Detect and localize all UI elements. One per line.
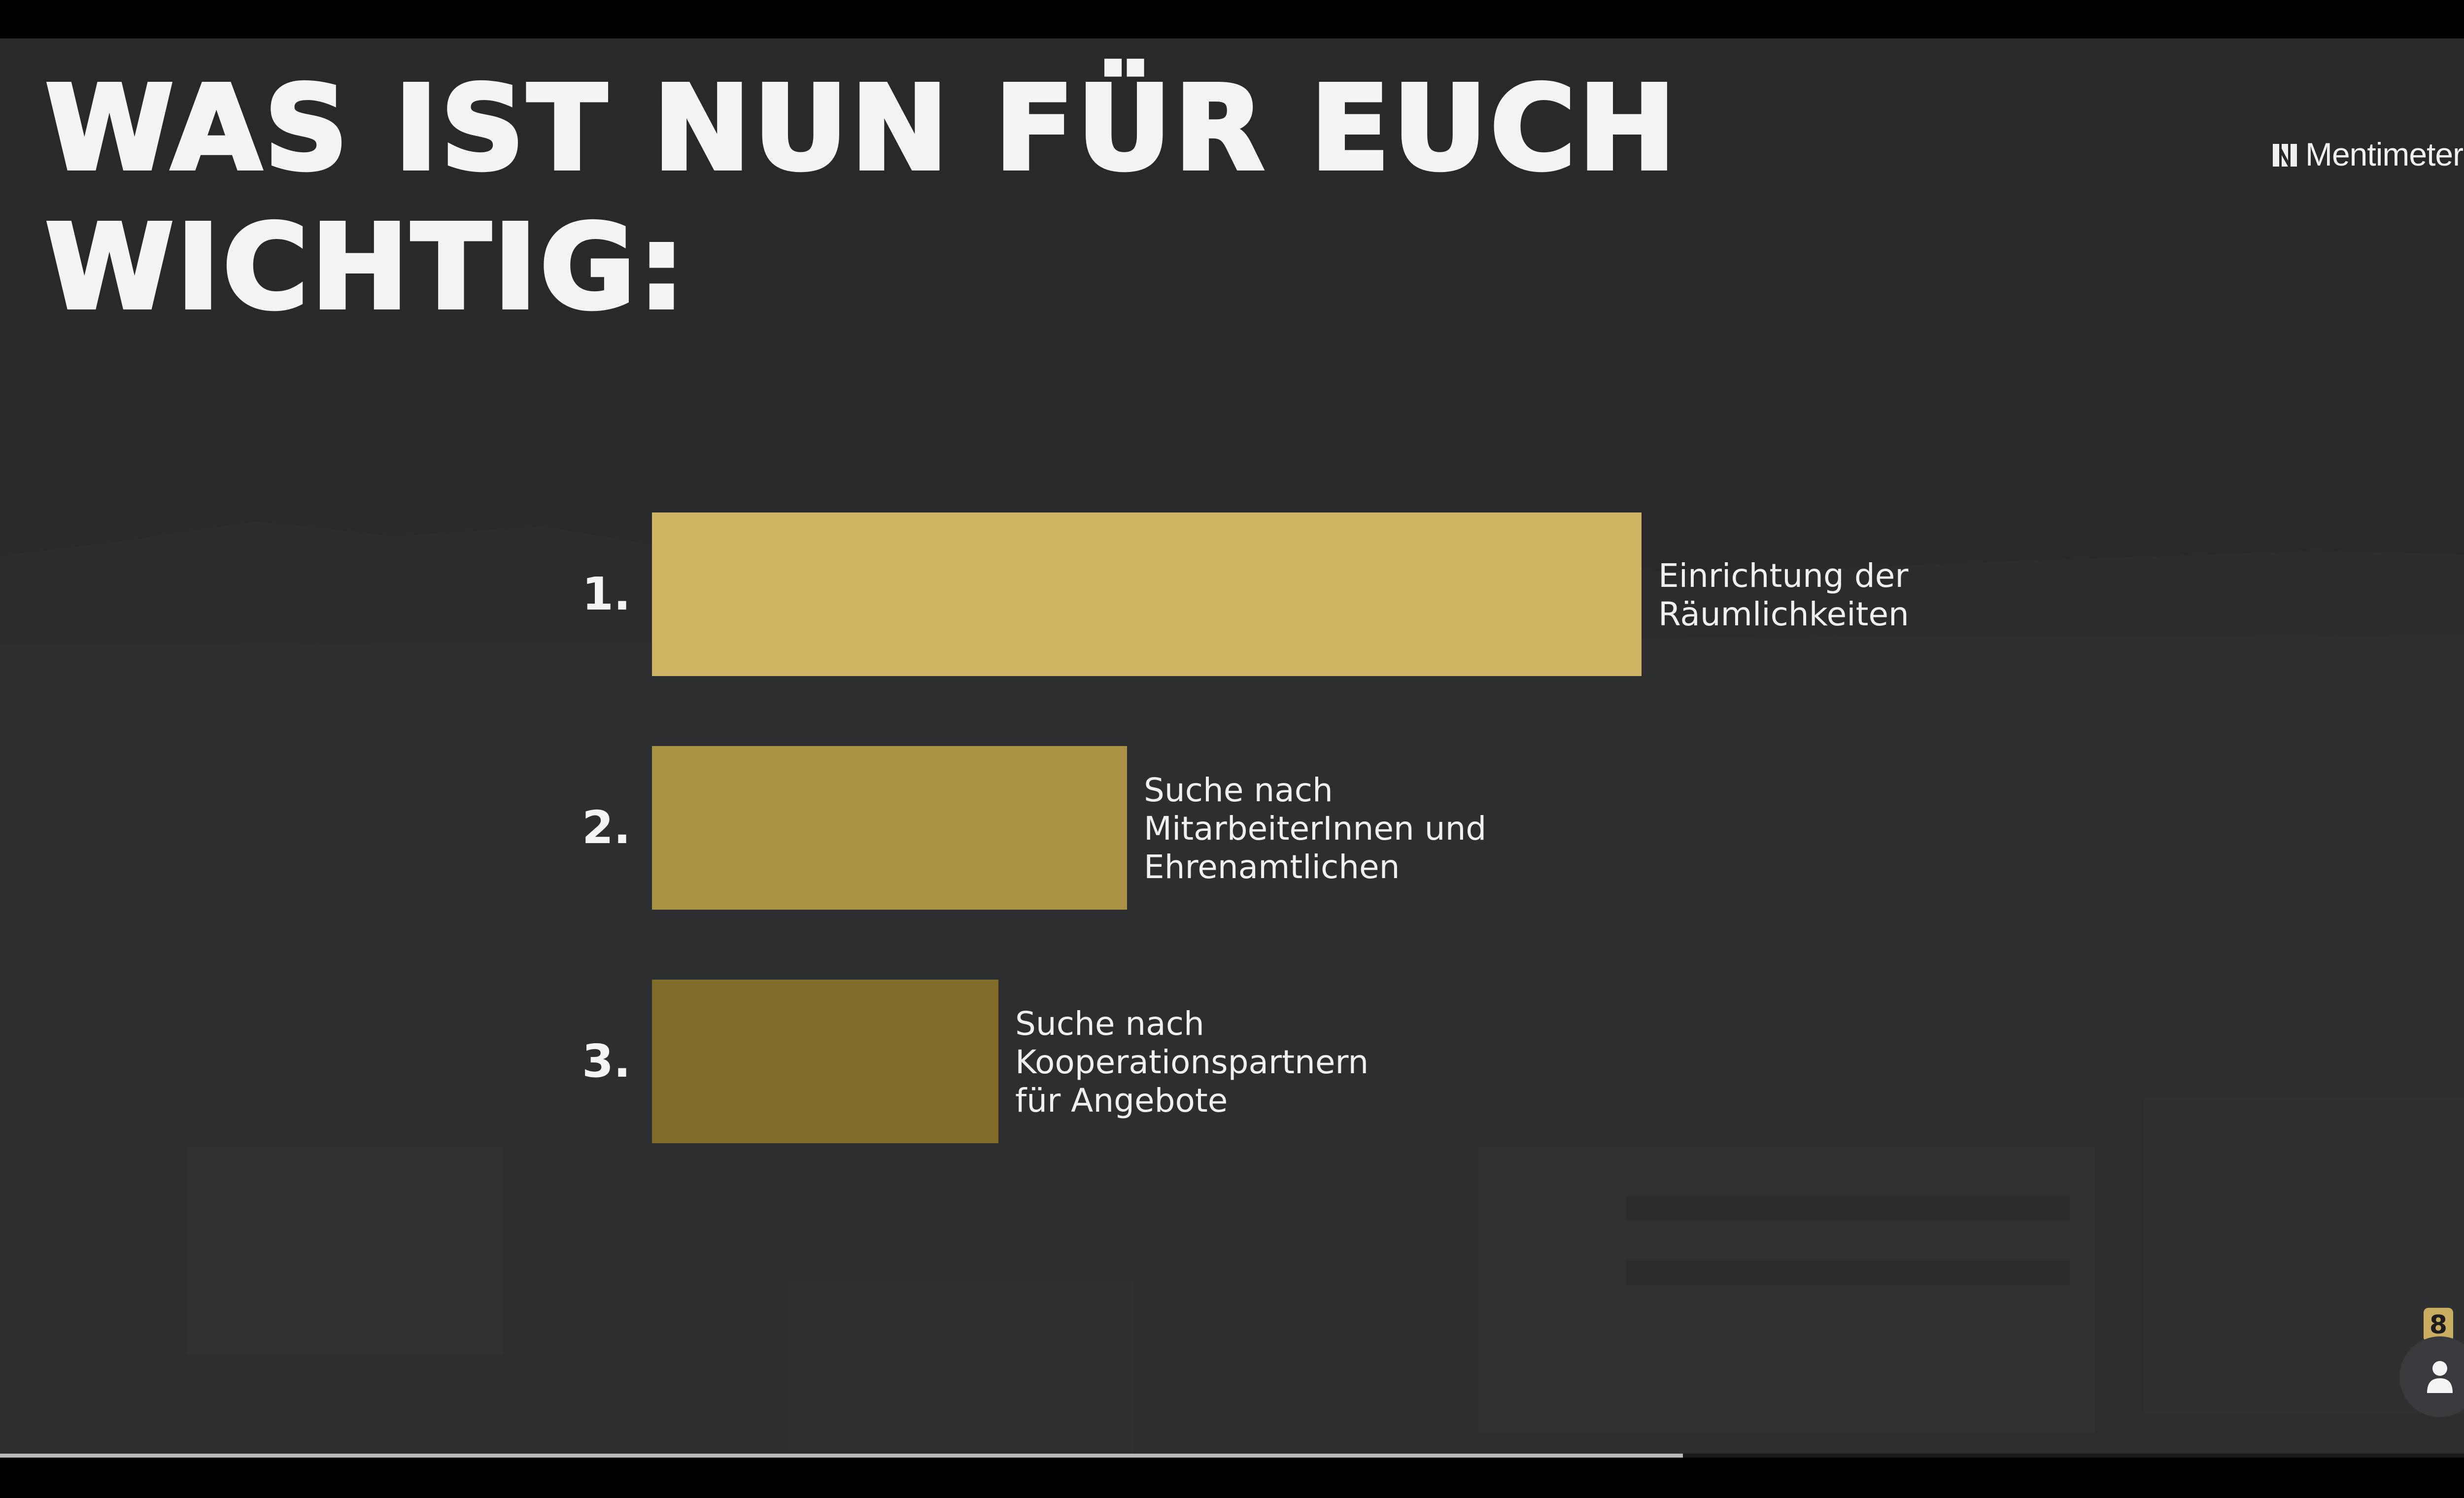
bar-label-line: Suche nach [1015, 1005, 1204, 1043]
rank-number: 1. [582, 568, 631, 620]
bar-label-line: für Angebote [1015, 1082, 1228, 1120]
ranking-bar [652, 746, 1127, 910]
bar-label-line: Kooperationspartnern [1015, 1043, 1369, 1081]
participants-button[interactable] [2399, 1336, 2464, 1417]
bar-label-line: Einrichtung der [1658, 557, 1909, 595]
brand-name: Mentimeter [2305, 136, 2464, 172]
bar-label-line: Suche nach [1144, 771, 1333, 809]
presentation-progress-fill [0, 1454, 1683, 1458]
city-background-image [0, 521, 2464, 1458]
ranking-bar [652, 512, 1642, 676]
title-line-1: WAS IST NUN FÜR EUCH [43, 59, 1679, 198]
rank-number: 3. [582, 1035, 631, 1088]
title-line-2: WICHTIG: [43, 198, 688, 337]
bar-label-line: MitarbeiterInnen und [1144, 810, 1487, 848]
bar-label: Einrichtung der Räumlichkeiten [1658, 557, 1909, 634]
person-icon [2427, 1361, 2453, 1393]
bar-label: Suche nach MitarbeiterInnen und Ehrenamtli… [1144, 771, 1486, 886]
rank-number: 2. [582, 801, 631, 854]
mentimeter-logo-icon [2273, 144, 2297, 167]
participant-count-badge: 8 [2424, 1308, 2453, 1342]
presentation-slide: Mentimeter [0, 38, 2464, 1458]
bar-label-line: Ehrenamtlichen [1144, 848, 1400, 886]
ranking-bar [652, 980, 998, 1143]
window-top-bar [0, 0, 2464, 38]
bar-label: Suche nach Kooperationspartnern für Angebo… [1015, 1005, 1369, 1120]
window-bottom-bar [0, 1458, 2464, 1498]
mentimeter-logo: Mentimeter [2273, 135, 2464, 174]
presentation-progress-bar [0, 1454, 2464, 1458]
bar-label-line: Räumlichkeiten [1658, 595, 1909, 633]
slide-title: WAS IST NUN FÜR EUCH WICHTIG: [43, 59, 1770, 337]
